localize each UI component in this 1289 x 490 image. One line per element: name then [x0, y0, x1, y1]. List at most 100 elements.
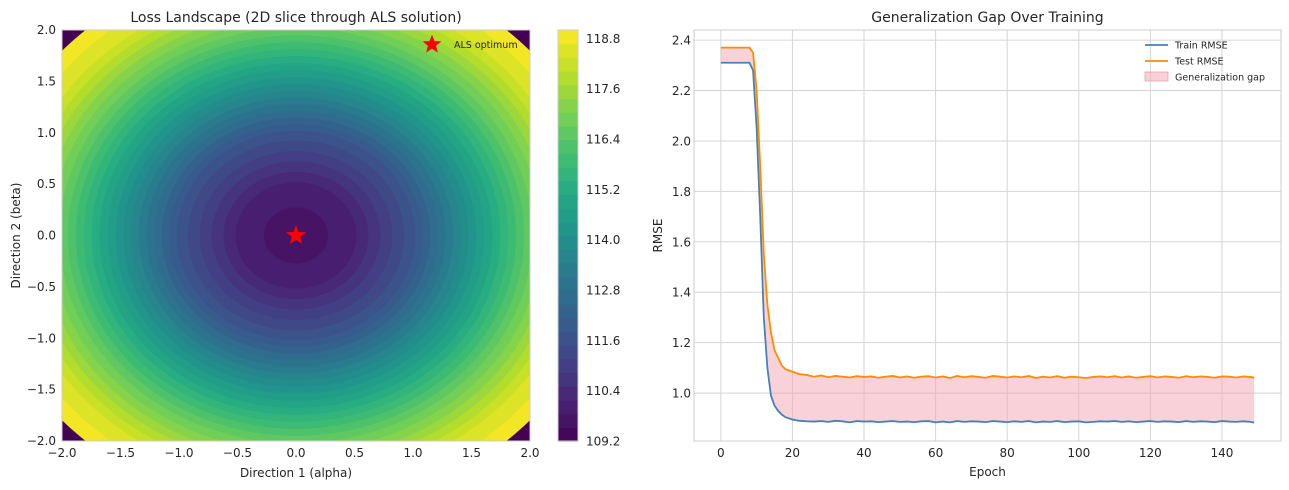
line-x-tick-label: 40 — [856, 446, 871, 460]
contour-x-tick-label: 2.0 — [520, 446, 539, 460]
contour-y-ticks: −2.0 −1.5 −1.0 −0.5 0.0 0.5 1.0 1.5 2.0 — [27, 23, 56, 448]
colorbar-band — [558, 98, 578, 113]
colorbar-frame — [557, 29, 579, 442]
line-y-ticks: 1.0 1.2 1.4 1.6 1.8 2.0 2.2 2.4 — [672, 34, 691, 401]
colorbar-tick-label: 114.0 — [586, 233, 620, 247]
colorbar-ticks: 109.2 110.4 111.6 112.8 114.0 115.2 116.4 117.6… — [586, 32, 620, 449]
line-y-tick-label: 1.8 — [672, 185, 691, 199]
generalization-gap-fill — [720, 47, 1255, 423]
line-x-tick-label: 20 — [785, 446, 800, 460]
contour-y-tick-label: −2.0 — [27, 434, 56, 448]
als-optimum-point — [286, 225, 306, 244]
contour-y-tick-label: −0.5 — [27, 280, 56, 294]
contour-frame — [61, 29, 531, 442]
colorbar-band — [558, 180, 578, 195]
contour-x-axis-label: Direction 1 (alpha) — [240, 466, 352, 480]
colorbar-tick-label: 117.6 — [586, 82, 620, 96]
line-legend: Train RMSE Test RMSE Generalization gap — [1144, 41, 1265, 84]
legend-gap-label: Generalization gap — [1175, 73, 1265, 84]
line-x-axis-label: Epoch — [969, 465, 1006, 479]
colorbar-band — [558, 262, 578, 278]
legend-test-label: Test RMSE — [1174, 57, 1224, 68]
colorbar-band — [558, 153, 578, 168]
line-y-tick-label: 1.0 — [672, 387, 691, 401]
colorbar-band — [558, 372, 578, 387]
line-panel: Generalization Gap Over Training 0 20 40 60… — [651, 10, 1282, 479]
colorbar-band — [558, 317, 578, 332]
line-x-tick-label: 140 — [1210, 446, 1233, 460]
colorbar-tick-label: 115.2 — [586, 183, 620, 197]
line-y-tick-label: 1.4 — [672, 286, 691, 300]
contour-title: Loss Landscape (2D slice through ALS sol… — [130, 10, 461, 26]
colorbar-band — [558, 30, 578, 45]
contour-x-tick-label: −1.0 — [164, 446, 193, 460]
legend-entry-als-optimum: ALS optimum — [454, 40, 518, 51]
colorbar-band — [558, 194, 578, 209]
contour-rings — [62, 30, 530, 441]
colorbar-band — [558, 167, 578, 182]
train-rmse-line — [720, 61, 1255, 424]
colorbar-band — [558, 358, 578, 374]
colorbar-tick-label: 112.8 — [586, 284, 620, 298]
contour-y-tick-label: 1.0 — [37, 126, 56, 140]
colorbar-band — [558, 221, 578, 237]
contour-y-tick-label: −1.0 — [27, 331, 56, 345]
contour-y-tick-label: 1.5 — [37, 74, 56, 88]
line-y-tick-label: 1.2 — [672, 336, 691, 350]
colorbar-band — [558, 139, 578, 154]
line-x-tick-label: 0 — [717, 446, 725, 460]
line-x-tick-label: 80 — [1000, 446, 1015, 460]
legend-gap-swatch — [1144, 71, 1169, 82]
colorbar-band — [558, 304, 578, 319]
colorbar-tick-label: 118.8 — [586, 32, 620, 46]
colorbar-band — [558, 345, 578, 360]
colorbar-tick-label: 109.2 — [586, 435, 620, 449]
colorbar-band — [558, 84, 578, 100]
contour-x-ticks: −2.0 −1.5 −1.0 −0.5 0.0 0.5 1.0 1.5 2.0 — [47, 446, 539, 460]
legend-train-label: Train RMSE — [1174, 41, 1228, 52]
contour-y-axis-label: Direction 2 (beta) — [9, 183, 23, 289]
colorbar-band — [558, 43, 578, 58]
colorbar-band — [558, 208, 578, 223]
line-y-tick-label: 2.4 — [672, 34, 691, 48]
contour-x-tick-label: 0.0 — [286, 446, 305, 460]
colorbar-band — [558, 427, 578, 442]
colorbar-band — [558, 399, 578, 415]
contour-x-tick-label: 1.0 — [403, 446, 422, 460]
colorbar-band — [558, 235, 578, 250]
contour-y-tick-label: 0.5 — [37, 177, 56, 191]
contour-x-tick-label: −2.0 — [47, 446, 76, 460]
contour-legend: ALS optimum — [422, 34, 518, 53]
colorbar-band — [558, 290, 578, 305]
line-y-axis-label: RMSE — [651, 219, 665, 253]
colorbar-band — [558, 57, 578, 72]
colorbar-band — [558, 331, 578, 346]
colorbar-tick-label: 110.4 — [586, 384, 620, 398]
colorbar: 109.2 110.4 111.6 112.8 114.0 115.2 116.4 117.6… — [557, 29, 620, 449]
test-rmse-line — [720, 46, 1255, 379]
contour-y-tick-label: 2.0 — [37, 23, 56, 37]
colorbar-tick-label: 111.6 — [586, 334, 620, 348]
contour-x-tick-label: −0.5 — [223, 446, 252, 460]
contour-x-tick-label: 1.5 — [462, 446, 481, 460]
line-y-tick-label: 1.6 — [672, 235, 691, 249]
line-x-ticks: 0 20 40 60 80 100 120 140 — [717, 446, 1233, 460]
colorbar-band — [558, 112, 578, 127]
line-x-tick-label: 120 — [1139, 446, 1162, 460]
line-title: Generalization Gap Over Training — [871, 10, 1103, 26]
colorbar-band — [558, 386, 578, 401]
contour-panel: Loss Landscape (2D slice through ALS sol… — [9, 10, 540, 480]
contour-y-tick-label: 0.0 — [37, 229, 56, 243]
line-y-tick-label: 2.0 — [672, 134, 691, 148]
colorbar-tick-label: 116.4 — [586, 133, 620, 147]
legend-star-icon — [422, 34, 442, 53]
line-frame — [693, 29, 1282, 442]
als-optimum-star — [286, 225, 306, 244]
colorbar-bands — [558, 30, 578, 442]
contour-x-tick-label: 0.5 — [345, 446, 364, 460]
colorbar-band — [558, 276, 578, 291]
line-y-tick-label: 2.2 — [672, 84, 691, 98]
colorbar-band — [558, 249, 578, 264]
colorbar-band — [558, 71, 578, 86]
